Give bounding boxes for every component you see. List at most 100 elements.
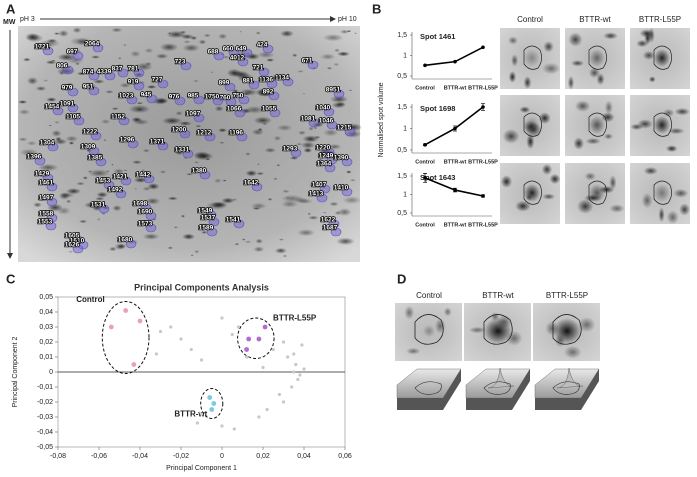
- gel-spot-label: 424: [257, 42, 268, 49]
- gel-spot-label: 1220: [316, 145, 331, 152]
- gel-spot-label: 1066: [227, 106, 242, 113]
- crop-blob: [679, 203, 691, 216]
- gel-spot-label: 1385: [88, 155, 103, 162]
- gel-blob: [180, 214, 186, 218]
- gel-blob: [262, 122, 268, 126]
- x-tick-label: 0,06: [338, 453, 352, 460]
- surface-outline: [414, 381, 442, 395]
- gel-spot-label: 1642: [244, 180, 259, 187]
- gel-spot-outline: [72, 51, 84, 61]
- gel-blob: [100, 119, 111, 125]
- crop-blob: [603, 32, 618, 40]
- gel-spot-label: 1105: [66, 114, 80, 121]
- gel-blob: [76, 38, 90, 46]
- crop-blob: [667, 127, 685, 135]
- gel-blob: [155, 53, 169, 59]
- gel-blob: [155, 97, 169, 104]
- y-axis-label: Principal Component 2: [12, 336, 19, 407]
- gel-blob: [178, 121, 192, 126]
- gel-spot-label: 1492: [108, 187, 123, 194]
- y-tick-label: 0,5: [397, 147, 407, 154]
- gel-spot-label: 1687: [323, 225, 338, 232]
- gel-blob: [88, 169, 110, 177]
- gel-blob: [278, 238, 284, 241]
- gel-blob: [201, 230, 208, 234]
- scatter-point: [244, 347, 250, 352]
- scatter-point: [131, 362, 137, 367]
- panel-label: B: [372, 1, 381, 16]
- gel-blob: [96, 218, 101, 221]
- gel-spot-outline: [319, 184, 331, 194]
- crop-blob: [549, 173, 561, 185]
- gel-spot-label: 1249: [319, 153, 334, 160]
- gel-spot-label: 671: [302, 58, 313, 65]
- gel-spot-label: 1212: [197, 130, 212, 137]
- gel-blob: [92, 79, 105, 84]
- gel-blob: [105, 170, 110, 173]
- gel-blob: [297, 130, 307, 136]
- gel-spot-label: 892: [263, 89, 274, 96]
- gel-blob: [194, 161, 199, 164]
- scatter-point: [296, 377, 300, 382]
- y-tick-label: 0,03: [39, 324, 53, 331]
- gel-blob: [76, 71, 87, 76]
- gel-spot-outline: [290, 148, 302, 158]
- gel-spots: [17, 27, 363, 258]
- gel-blob: [126, 237, 132, 241]
- gel-blob: [210, 201, 228, 208]
- gel-spot-outline: [233, 219, 245, 229]
- data-point: [481, 105, 485, 109]
- gel-spot-outline: [268, 91, 280, 101]
- gel-spot-outline: [98, 204, 110, 214]
- gel-spot-label: 649: [236, 46, 247, 53]
- gel-spot-outline: [241, 48, 253, 58]
- scatter-point: [261, 365, 265, 370]
- x-axis-label: Principal Component 1: [166, 465, 237, 472]
- surface-side: [535, 369, 599, 410]
- gel-blob: [333, 62, 340, 67]
- gel-blob: [315, 106, 322, 111]
- gel-spot-label: 1541: [226, 217, 241, 224]
- crop-outline: [523, 180, 542, 205]
- gel-spot-outline: [326, 120, 338, 130]
- gel-blob: [307, 212, 311, 215]
- tile-blob: [434, 318, 446, 334]
- gel-blob: [276, 124, 293, 131]
- gel-spot-label: 1390: [334, 155, 349, 162]
- gel-blob: [342, 196, 362, 205]
- gel-spot-outline: [88, 86, 100, 96]
- y-tick-label: 1,5: [397, 173, 407, 180]
- gel-spot-label: 874: [83, 69, 94, 76]
- gel-spot-outline: [248, 80, 260, 90]
- gel-spot-outline: [213, 51, 225, 61]
- gel-blob: [271, 75, 281, 80]
- gel-spot-label: 1152: [111, 114, 125, 121]
- crop-outline: [653, 112, 672, 137]
- scatter-point: [277, 392, 281, 397]
- panel-label: D: [397, 271, 406, 286]
- group-ellipse: [101, 301, 150, 374]
- crop-blob: [609, 204, 625, 213]
- panel-label: A: [6, 1, 16, 16]
- crop-outline: [653, 180, 672, 205]
- gel-blob: [65, 82, 75, 88]
- scatter-point: [195, 421, 199, 425]
- gel-spot-label: 1196: [229, 130, 243, 137]
- crop-blob: [519, 106, 531, 114]
- gel-blob: [72, 27, 82, 34]
- crop-blob: [637, 119, 653, 129]
- gel-spot-outline: [145, 223, 157, 233]
- gel-spot-label: 1698: [133, 201, 148, 208]
- gel-blob: [240, 46, 244, 48]
- crop-blob: [673, 188, 689, 198]
- gel-spot-outline: [212, 96, 224, 106]
- gel-spot-outline: [140, 203, 152, 213]
- crop-spot: [524, 184, 540, 202]
- gel-blob: [195, 124, 202, 128]
- crop-blob: [567, 75, 575, 90]
- scatter-point: [158, 329, 163, 334]
- gel-blob: [114, 243, 125, 250]
- scatter-point: [123, 308, 129, 313]
- scatter-point: [236, 325, 240, 329]
- gel-spot-label: 945: [141, 92, 152, 99]
